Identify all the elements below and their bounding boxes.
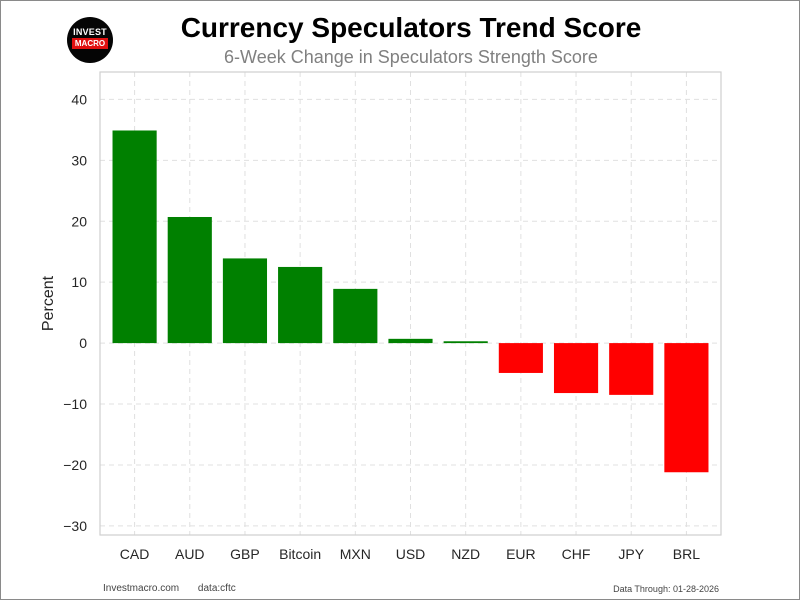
y-tick-label: −30 (63, 518, 87, 534)
y-axis-label: Percent (40, 275, 57, 331)
x-tick-label: JPY (618, 546, 644, 562)
bar-chf (553, 343, 599, 394)
bar-usd (388, 338, 433, 344)
bar-gbp (222, 258, 268, 344)
x-tick-label: NZD (451, 546, 480, 562)
y-tick-label: 30 (71, 152, 87, 168)
logo-text-invest: INVEST (73, 27, 107, 37)
x-tick-label: CHF (562, 546, 591, 562)
x-tick-label: BRL (673, 546, 700, 562)
x-tick-label: EUR (506, 546, 536, 562)
footer-data-through: Data Through: 01-28-2026 (613, 584, 719, 594)
x-tick-label: Bitcoin (279, 546, 321, 562)
x-tick-label: USD (396, 546, 426, 562)
chart-subtitle: 6-Week Change in Speculators Strength Sc… (224, 47, 598, 67)
bar-eur (498, 343, 543, 373)
y-tick-label: −10 (63, 396, 87, 412)
investmacro-logo: INVEST MACRO (67, 17, 113, 63)
y-tick-label: 40 (71, 91, 87, 107)
chart-title: Currency Speculators Trend Score (180, 12, 642, 43)
y-tick-label: 10 (71, 274, 87, 290)
plot-border (99, 71, 722, 536)
bar-jpy (609, 343, 654, 395)
x-tick-label: AUD (175, 546, 205, 562)
bar-brl (664, 343, 709, 473)
y-tick-label: 20 (71, 213, 87, 229)
bar-mxn (333, 288, 378, 344)
y-tick-label: −20 (63, 457, 87, 473)
bar-cad (112, 130, 157, 344)
y-tick-label: 0 (79, 335, 87, 351)
x-tick-label: GBP (230, 546, 260, 562)
bar-bitcoin (278, 266, 323, 344)
logo-text-macro: MACRO (72, 38, 108, 49)
footer-data-source: data:cftc (197, 583, 236, 594)
footer-site: Investmacro.com (103, 583, 180, 594)
bar-nzd (443, 341, 488, 344)
x-tick-label: CAD (120, 546, 150, 562)
x-tick-label: MXN (340, 546, 371, 562)
footer-left: Investmacro.com data:cftc (103, 583, 252, 594)
bar-aud (167, 216, 212, 344)
